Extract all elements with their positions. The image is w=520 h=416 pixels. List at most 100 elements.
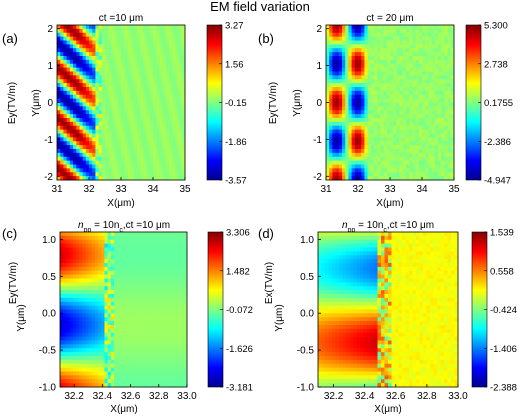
heatmap-cell [60, 172, 64, 177]
heatmap-cell [142, 232, 147, 237]
heatmap-cell [142, 367, 147, 372]
heatmap-cell [174, 239, 178, 245]
heatmap-cell [165, 121, 170, 127]
heatmap-cell [396, 149, 400, 154]
heatmap-cell [342, 125, 346, 131]
heatmap-cell [101, 371, 105, 376]
heatmap-cell [120, 328, 124, 334]
heatmap-cell [444, 168, 448, 173]
heatmap-cell [447, 90, 452, 96]
heatmap-cell [153, 98, 157, 103]
heatmap-cell [69, 56, 74, 61]
heatmap-cell [169, 94, 173, 100]
heatmap-cell [447, 71, 452, 76]
heatmap-cell [155, 344, 159, 349]
heatmap-cell [66, 286, 70, 291]
heatmap-cell [428, 102, 432, 107]
heatmap-cell [156, 56, 160, 61]
heatmap-cell [94, 332, 99, 338]
heatmap-cell [60, 156, 64, 162]
heatmap-cell [454, 232, 459, 237]
heatmap-cell [137, 106, 141, 111]
heatmap-cell [72, 297, 77, 303]
heatmap-cell [63, 344, 67, 349]
heatmap-cell [98, 87, 103, 92]
heatmap-cell [162, 98, 167, 103]
heatmap-cell [82, 56, 87, 61]
heatmap-cell [329, 110, 333, 115]
heatmap-cell [433, 232, 438, 237]
heatmap-cell [91, 336, 96, 341]
heatmap-cell [399, 94, 404, 100]
heatmap-cell [120, 232, 124, 237]
heatmap-cell [406, 90, 410, 96]
heatmap-cell [76, 176, 80, 181]
heatmap-cell [396, 98, 400, 103]
heatmap-cell [91, 294, 96, 299]
heatmap-cell [72, 232, 77, 237]
heatmap-cell [447, 137, 452, 142]
heatmap-cell [177, 356, 182, 361]
heatmap-cell [136, 348, 140, 353]
heatmap-cell [450, 125, 455, 131]
heatmap-cell [396, 152, 400, 158]
heatmap-cell [140, 110, 144, 115]
heatmap-cell [386, 36, 391, 41]
heatmap-cell [328, 235, 333, 241]
heatmap-cell [82, 129, 87, 134]
y-tick-label: 2 [316, 24, 322, 35]
heatmap-cell [161, 247, 166, 252]
heatmap-cell [172, 160, 176, 165]
heatmap-cell [441, 141, 445, 146]
heatmap-cell [158, 278, 162, 283]
heatmap-cell [418, 149, 423, 154]
heatmap-cell [425, 160, 429, 165]
heatmap-cell [412, 28, 416, 34]
heatmap-cell [117, 282, 121, 287]
heatmap-cell [75, 340, 80, 345]
heatmap-cell [76, 152, 80, 158]
heatmap-cell [367, 59, 372, 65]
heatmap-cell [152, 375, 156, 380]
heatmap-cell [146, 121, 151, 127]
heatmap-cell [133, 156, 138, 162]
heatmap-cell [101, 332, 105, 338]
heatmap-cell [121, 114, 125, 119]
heatmap-cell [139, 383, 143, 388]
heatmap-cell [169, 63, 173, 69]
heatmap-cell [72, 247, 77, 252]
heatmap-cell [108, 32, 112, 38]
heatmap-cell [386, 52, 391, 57]
heatmap-cell [162, 75, 167, 80]
heatmap-cell [66, 40, 71, 45]
heatmap-cell [155, 371, 159, 376]
heatmap-cell [57, 36, 61, 41]
heatmap-cell [180, 367, 185, 372]
heatmap-cell [155, 325, 159, 330]
heatmap-cell [148, 251, 153, 256]
heatmap-cell [338, 145, 343, 150]
heatmap-cell [137, 145, 141, 150]
heatmap-cell [142, 290, 147, 295]
heatmap-cell [434, 98, 439, 103]
heatmap-cell [63, 32, 67, 38]
heatmap-cell [82, 317, 86, 322]
heatmap-cell [155, 259, 159, 264]
heatmap-cell [98, 321, 102, 326]
heatmap-cell [159, 118, 163, 123]
heatmap-cell [136, 340, 140, 345]
heatmap-cell [69, 98, 74, 103]
heatmap-cell [377, 137, 381, 142]
heatmap-cell [444, 36, 448, 41]
heatmap-cell [110, 375, 115, 380]
heatmap-cell [406, 141, 410, 146]
heatmap-cell [165, 114, 170, 119]
heatmap-cell [104, 282, 109, 287]
heatmap-cell [353, 232, 357, 237]
heatmap-cell [165, 156, 170, 162]
heatmap-cell [326, 121, 330, 127]
heatmap-cell [374, 71, 378, 76]
heatmap-cell [386, 40, 391, 45]
heatmap-cell [180, 325, 185, 330]
heatmap-cell [441, 94, 445, 100]
